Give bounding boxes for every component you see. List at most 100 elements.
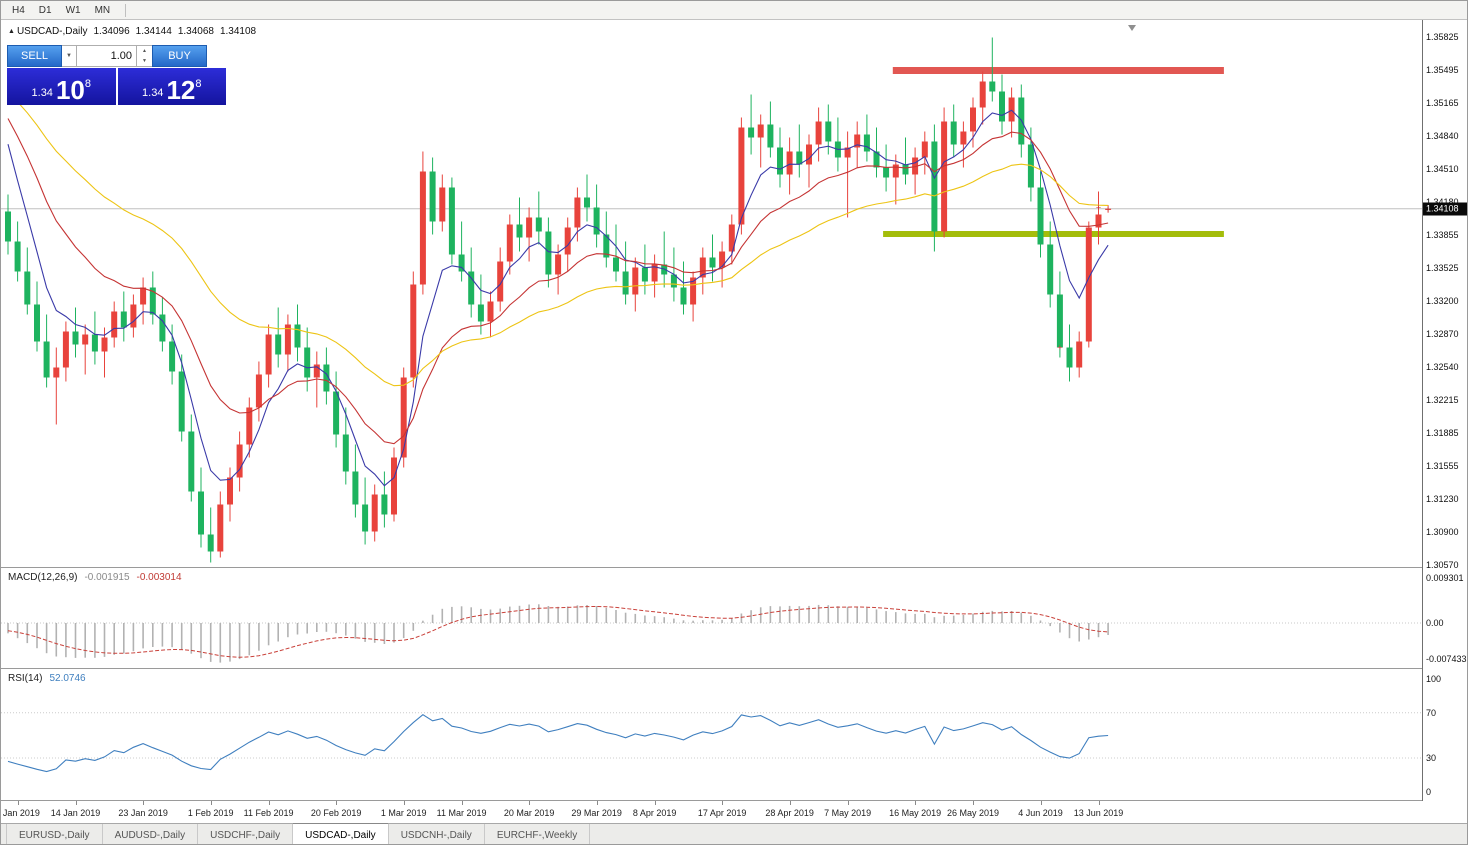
date-label: 29 Mar 2019 [571,808,622,818]
svg-text:+: + [1057,343,1062,353]
panel-separator[interactable] [1,567,1467,568]
date-tick [1098,801,1100,805]
date-label: 17 Apr 2019 [697,808,747,818]
volume-spinner[interactable]: ▲ ▼ [137,45,152,67]
sell-price-display[interactable]: 1.34 10 8 [7,68,116,105]
ma-lines-layer [7,91,1109,487]
rsi-chart[interactable] [1,669,1422,800]
price-tick: 1.30570 [1426,560,1459,570]
date-label: 1 Mar 2019 [380,808,427,818]
chevron-down-icon: ▼ [66,53,72,59]
spinner-up-icon[interactable]: ▲ [142,48,147,54]
date-tick [403,801,405,805]
date-label: 23 Jan 2019 [118,808,168,818]
chart-tab-eurchf[interactable]: EURCHF-,Weekly [485,824,591,844]
price-tick: 1.32870 [1426,329,1459,339]
trade-markers-layer: + + + [1057,203,1110,353]
macd-axis-tick: -0.007433 [1426,654,1467,664]
slow-ma [7,91,1109,387]
date-tick [722,801,724,805]
current-price-tag: 1.34108 [1423,202,1467,216]
date-label: 4 Jan 2019 [1,808,40,818]
buy-price-pipette: 8 [195,78,202,90]
price-tick: 1.35165 [1426,98,1459,108]
sell-price-prefix: 1.34 [31,87,53,99]
price-tick: 1.33525 [1426,263,1459,273]
date-tick [1040,801,1042,805]
macd-label: MACD(12,26,9) -0.001915 -0.003014 [8,572,182,583]
date-tick [75,801,77,805]
price-tick: 1.31230 [1426,494,1459,504]
buy-price-display[interactable]: 1.34 12 8 [117,68,226,105]
chart-tab-eurusd[interactable]: EURUSD-,Daily [6,824,103,844]
price-chart[interactable]: + + + [1,20,1422,568]
price-tick: 1.31555 [1426,461,1459,471]
buy-price-prefix: 1.34 [142,87,164,99]
buy-button[interactable]: BUY [152,45,207,67]
chart-tab-usdcnh[interactable]: USDCNH-,Daily [389,824,485,844]
toolbar-separator [125,3,127,17]
rsi-axis-tick: 0 [1426,786,1432,797]
timeframe-w1-button[interactable]: W1 [59,3,88,18]
date-tick [529,801,531,805]
date-tick [596,801,598,805]
price-tick: 1.31885 [1426,428,1459,438]
sell-button[interactable]: SELL [7,45,62,67]
price-tick: 1.32215 [1426,395,1459,405]
fast-ma [7,109,1109,487]
spinner-down-icon[interactable]: ▼ [142,58,147,64]
rsi-label: RSI(14) 52.0746 [8,673,86,684]
buy-price-main: 12 [166,75,196,105]
date-tick [336,801,338,805]
chart-shift-marker-icon[interactable] [1128,25,1136,31]
trend-lines-layer[interactable] [883,67,1224,237]
rsi-axis-tick: 100 [1426,674,1442,684]
rsi-name: RSI(14) [8,673,43,684]
macd-signal-value: -0.003014 [136,572,182,583]
date-label: 20 Feb 2019 [310,808,362,818]
date-label: 1 Feb 2019 [187,808,234,818]
chart-tab-usdcad[interactable]: USDCAD-,Daily [293,823,389,844]
macd-signal-line [7,605,1109,658]
date-tick [654,801,656,805]
panel-separator[interactable] [1,800,1467,801]
price-tick: 1.34510 [1426,164,1459,174]
volume-dropdown-button[interactable]: ▼ [62,45,77,67]
price-axis[interactable]: 1.35825 1.35495 1.35165 1.34840 1.34510 1.341… [1422,20,1467,801]
date-label: 4 Jun 2019 [1018,808,1063,818]
collapse-arrow-icon[interactable]: ▲ [8,28,15,35]
medium-ma [7,118,1109,445]
timeframe-h4-button[interactable]: H4 [5,3,32,18]
chart-tab-usdchf[interactable]: USDCHF-,Daily [198,824,294,844]
price-tick: 1.32540 [1426,362,1459,372]
one-click-trading-panel: SELL ▼ ▲ ▼ BUY 1.34 10 8 1.34 12 8 [7,45,226,105]
date-axis[interactable]: 4 Jan 2019 14 Jan 2019 23 Jan 2019 1 Feb 20… [1,801,1467,823]
timeframe-d1-button[interactable]: D1 [32,3,59,18]
date-tick [17,801,19,805]
panel-separator[interactable] [1,668,1467,669]
macd-histogram [7,604,1109,663]
date-label: 13 Jun 2019 [1073,808,1124,818]
date-tick [915,801,917,805]
price-tick: 1.30900 [1426,527,1459,537]
date-tick [210,801,212,805]
volume-input[interactable] [77,45,137,67]
date-tick [143,801,145,805]
date-label: 8 Apr 2019 [632,808,677,818]
trade-panel-controls: SELL ▼ ▲ ▼ BUY [7,45,226,67]
low-value: 1.34068 [177,26,214,37]
rsi-line [7,714,1109,773]
symbol-label: USDCAD-,Daily [16,26,88,37]
macd-main-value: -0.001915 [84,572,130,583]
timeframe-mn-button[interactable]: MN [88,3,118,18]
macd-chart[interactable] [1,568,1422,668]
price-tick: 1.35825 [1426,32,1459,42]
close-value: 1.34108 [219,26,257,37]
macd-axis-tick: 0.009301 [1426,573,1464,583]
rsi-axis-tick: 30 [1426,753,1437,763]
macd-name: MACD(12,26,9) [8,572,78,583]
date-label: 16 May 2019 [889,808,942,818]
chart-tab-audusd[interactable]: AUDUSD-,Daily [103,824,199,844]
price-tick: 1.34840 [1426,131,1459,141]
